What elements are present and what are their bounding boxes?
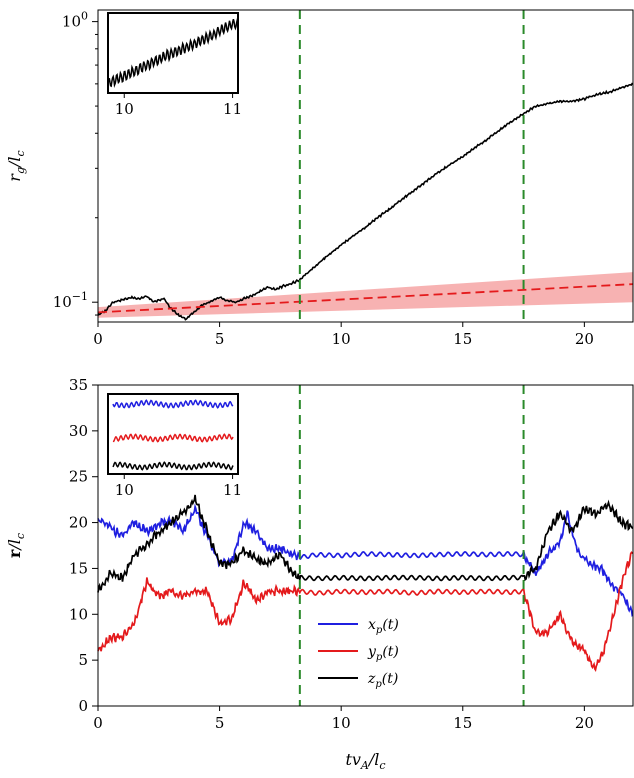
y-axis-label: rg/lc <box>5 150 27 181</box>
x-tick-label: 5 <box>215 714 225 732</box>
fit-dashed-line <box>97 283 634 314</box>
top-panel: 0 5 10 15 20 10−1 100 rg/lc 10 11 <box>5 9 634 348</box>
x-tick-label: 10 <box>332 330 351 348</box>
x-tick-label: 15 <box>453 714 472 732</box>
y-tick-label: 10−1 <box>53 290 88 311</box>
x-axis-label: tvA/lc <box>345 750 385 772</box>
confidence-band <box>98 272 633 318</box>
x-tick-label: 10 <box>332 714 351 732</box>
z-position-series-line <box>97 494 634 593</box>
x-position-series-line <box>97 503 634 617</box>
inset-frame <box>107 12 239 94</box>
y-axis-label: r/lc <box>5 533 27 558</box>
x-tick-label: 15 <box>453 330 472 348</box>
y-tick-label: 20 <box>69 514 88 532</box>
x-tick-label: 0 <box>93 330 103 348</box>
x-tick-label: 5 <box>215 330 225 348</box>
y-tick-label: 0 <box>78 697 88 715</box>
inset-x-tick-label: 10 <box>115 100 134 118</box>
top-axes-frame <box>97 9 634 323</box>
inset-x-tick-label: 11 <box>223 481 242 499</box>
y-tick-label: 5 <box>78 651 88 669</box>
y-tick-label: 35 <box>69 376 88 394</box>
gyroradius-series-line <box>97 82 634 321</box>
x-tick-label: 0 <box>93 714 103 732</box>
x-tick-label: 20 <box>575 330 594 348</box>
y-tick-label: 100 <box>62 10 88 31</box>
y-tick-label: 25 <box>69 468 88 486</box>
inset-x-tick-label: 10 <box>115 481 134 499</box>
inset-series-line-1 <box>112 433 234 443</box>
inset-series-line-0 <box>112 399 234 409</box>
bottom-axes-frame <box>97 384 634 707</box>
inset-series-line-2 <box>112 461 234 471</box>
bottom-panel: 0 5 10 15 20 0 5 10 15 20 25 30 35 tvA/lc r/lc xp(t) yp(… <box>5 376 634 772</box>
x-tick-label: 20 <box>575 714 594 732</box>
y-tick-label: 10 <box>69 605 88 623</box>
legend-label: yp(t) <box>367 644 399 663</box>
inset-series-line <box>107 17 239 89</box>
y-tick-label: 30 <box>69 422 88 440</box>
legend-label: xp(t) <box>368 617 399 636</box>
y-tick-label: 15 <box>69 559 88 577</box>
legend-label: zp(t) <box>367 671 398 690</box>
y-position-series-line <box>97 551 634 672</box>
inset-x-tick-label: 11 <box>223 100 242 118</box>
